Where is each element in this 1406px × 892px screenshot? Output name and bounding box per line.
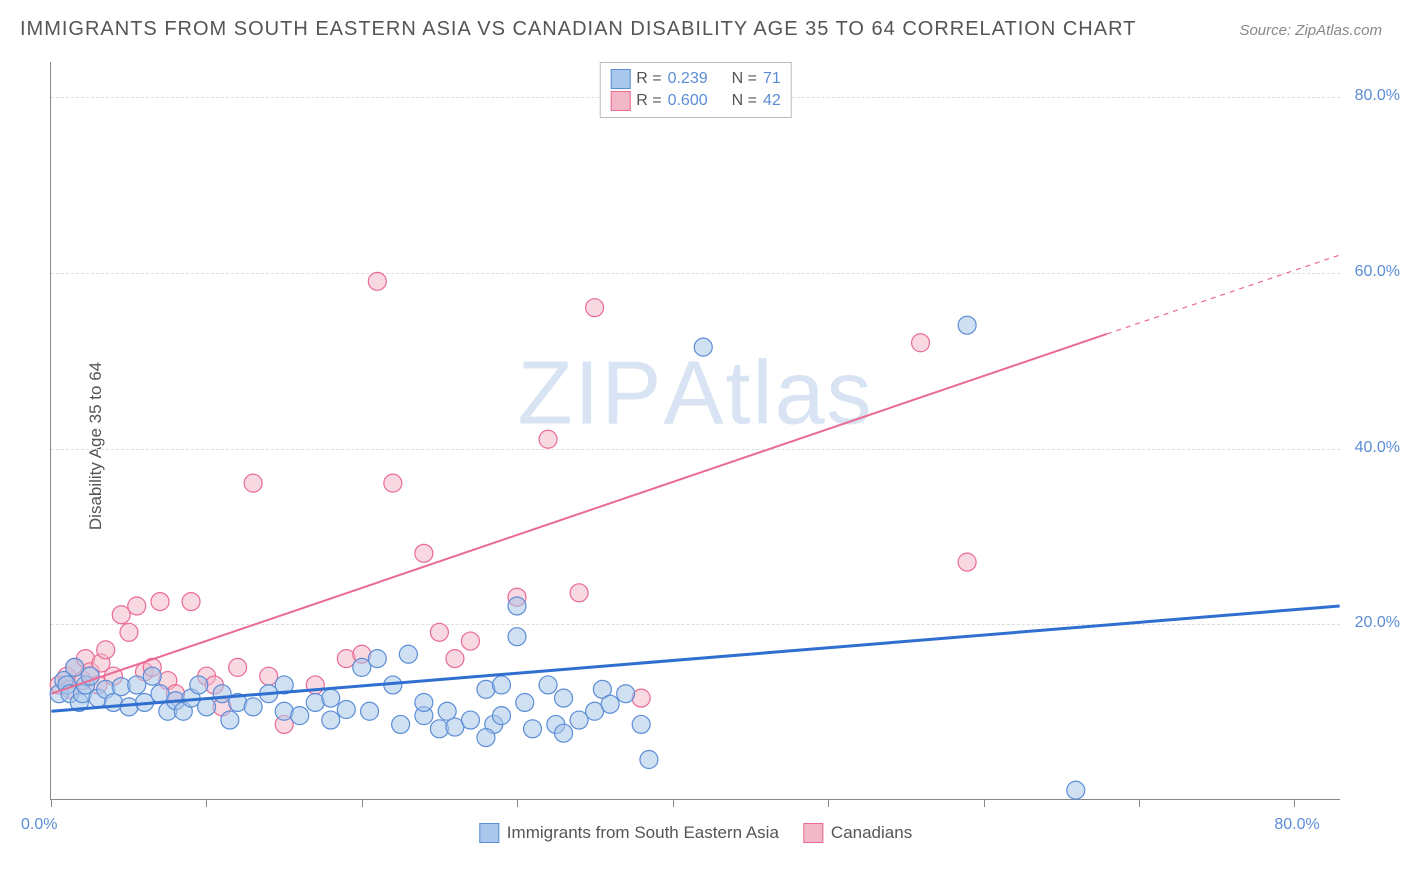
- data-point: [368, 650, 386, 668]
- data-point: [415, 694, 433, 712]
- legend-item-immigrants: Immigrants from South Eastern Asia: [479, 823, 779, 843]
- n-value-canadians: 42: [763, 92, 781, 110]
- data-point: [415, 544, 433, 562]
- data-point: [190, 676, 208, 694]
- n-value-immigrants: 71: [763, 70, 781, 88]
- data-point: [97, 641, 115, 659]
- r-label: R =: [636, 70, 661, 88]
- data-point: [570, 584, 588, 602]
- x-tick: [1139, 799, 1140, 807]
- x-tick-label: 80.0%: [1274, 816, 1319, 834]
- data-point: [392, 715, 410, 733]
- data-point: [601, 695, 619, 713]
- data-point: [399, 645, 417, 663]
- data-point: [229, 658, 247, 676]
- data-point: [524, 720, 542, 738]
- trendline-immigrants: [51, 606, 1339, 711]
- data-point: [694, 338, 712, 356]
- x-tick: [984, 799, 985, 807]
- data-point: [586, 299, 604, 317]
- x-tick: [828, 799, 829, 807]
- data-point: [337, 701, 355, 719]
- n-label: N =: [732, 92, 757, 110]
- data-point: [617, 685, 635, 703]
- data-point: [244, 698, 262, 716]
- data-point: [120, 623, 138, 641]
- plot-area: ZIPAtlas R = 0.239 N = 71 R = 0.600 N = …: [50, 62, 1340, 800]
- trendline-canadians-solid: [51, 334, 1106, 694]
- y-tick-label: 60.0%: [1355, 263, 1400, 281]
- data-point: [912, 334, 930, 352]
- x-tick: [51, 799, 52, 807]
- data-point: [555, 724, 573, 742]
- data-point: [430, 623, 448, 641]
- stats-legend: R = 0.239 N = 71 R = 0.600 N = 42: [599, 62, 792, 118]
- stats-row-canadians: R = 0.600 N = 42: [610, 91, 781, 111]
- legend-label-canadians: Canadians: [831, 823, 912, 843]
- data-point: [492, 676, 510, 694]
- series-legend: Immigrants from South Eastern Asia Canad…: [479, 823, 912, 843]
- swatch-canadians: [803, 823, 823, 843]
- data-point: [384, 474, 402, 492]
- trendline-canadians-dashed: [1107, 255, 1340, 334]
- data-point: [461, 632, 479, 650]
- data-point: [958, 553, 976, 571]
- r-label: R =: [636, 92, 661, 110]
- data-point: [221, 711, 239, 729]
- n-label: N =: [732, 70, 757, 88]
- swatch-canadians: [610, 91, 630, 111]
- x-tick: [1294, 799, 1295, 807]
- scatter-svg: [51, 62, 1340, 799]
- data-point: [182, 593, 200, 611]
- x-tick: [517, 799, 518, 807]
- stats-row-immigrants: R = 0.239 N = 71: [610, 69, 781, 89]
- data-point: [632, 715, 650, 733]
- data-point: [539, 430, 557, 448]
- legend-item-canadians: Canadians: [803, 823, 912, 843]
- data-point: [244, 474, 262, 492]
- data-point: [322, 689, 340, 707]
- y-tick-label: 80.0%: [1355, 87, 1400, 105]
- data-point: [508, 597, 526, 615]
- y-tick-label: 40.0%: [1355, 439, 1400, 457]
- data-point: [539, 676, 557, 694]
- data-point: [640, 751, 658, 769]
- chart-title: IMMIGRANTS FROM SOUTH EASTERN ASIA VS CA…: [20, 18, 1136, 41]
- data-point: [446, 650, 464, 668]
- data-point: [368, 272, 386, 290]
- data-point: [492, 707, 510, 725]
- x-tick: [673, 799, 674, 807]
- data-point: [143, 667, 161, 685]
- data-point: [958, 316, 976, 334]
- data-point: [291, 707, 309, 725]
- data-point: [361, 702, 379, 720]
- data-point: [128, 597, 146, 615]
- source-attribution: Source: ZipAtlas.com: [1239, 22, 1382, 39]
- data-point: [477, 729, 495, 747]
- data-point: [555, 689, 573, 707]
- data-point: [322, 711, 340, 729]
- legend-label-immigrants: Immigrants from South Eastern Asia: [507, 823, 779, 843]
- x-tick: [362, 799, 363, 807]
- data-point: [151, 593, 169, 611]
- x-tick: [206, 799, 207, 807]
- r-value-canadians: 0.600: [668, 92, 708, 110]
- x-tick-label: 0.0%: [21, 816, 57, 834]
- data-point: [516, 694, 534, 712]
- data-point: [1067, 781, 1085, 799]
- y-tick-label: 20.0%: [1355, 614, 1400, 632]
- data-point: [508, 628, 526, 646]
- data-point: [461, 711, 479, 729]
- swatch-immigrants: [610, 69, 630, 89]
- data-point: [438, 702, 456, 720]
- r-value-immigrants: 0.239: [668, 70, 708, 88]
- swatch-immigrants: [479, 823, 499, 843]
